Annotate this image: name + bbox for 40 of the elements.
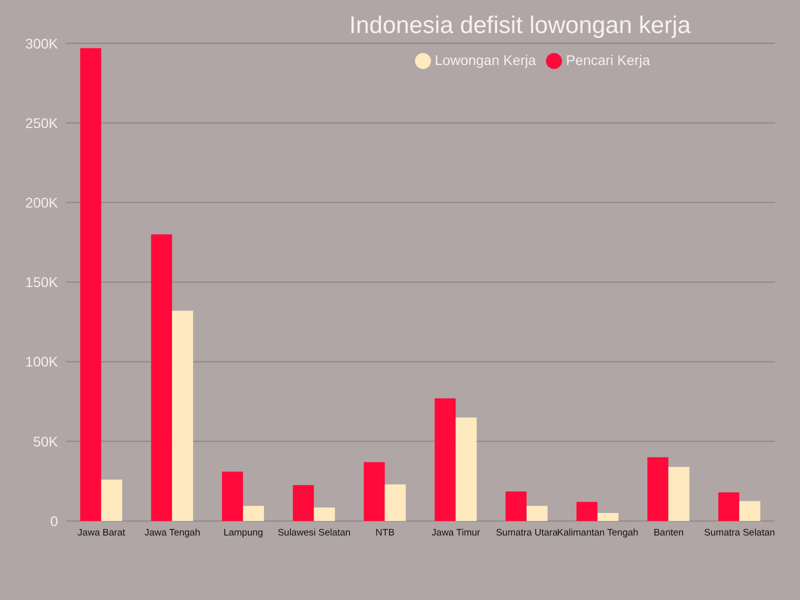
bar bbox=[597, 513, 618, 521]
y-tick-label: 250K bbox=[25, 114, 59, 131]
bar bbox=[172, 310, 194, 521]
x-tick-label: Jawa Tengah bbox=[144, 528, 200, 539]
x-tick-label: Sumatra Utara bbox=[496, 528, 558, 539]
y-tick-label: 150K bbox=[25, 274, 59, 290]
bar bbox=[80, 48, 102, 521]
legend-label: Pencari Kerja bbox=[566, 52, 650, 68]
y-tick-label: 0 bbox=[50, 512, 58, 529]
bar bbox=[718, 492, 740, 521]
bar bbox=[101, 480, 122, 521]
bar bbox=[242, 506, 264, 521]
y-tick-label: 200K bbox=[25, 194, 59, 210]
bar bbox=[668, 466, 690, 521]
x-tick-label: Banten bbox=[654, 528, 684, 539]
bar bbox=[434, 398, 456, 521]
bar bbox=[384, 484, 406, 521]
x-tick-label: Lampung bbox=[223, 528, 264, 539]
chart-title: Indonesia defisit lowongan kerja bbox=[348, 12, 692, 40]
bar bbox=[222, 472, 243, 521]
x-tick-label: Sumatra Selatan bbox=[704, 528, 775, 539]
x-tick-label: Jawa Timur bbox=[432, 528, 480, 539]
bar bbox=[526, 506, 548, 521]
x-tick-label: NTB bbox=[376, 528, 395, 539]
x-tick-label: Jawa Barat bbox=[78, 528, 126, 539]
y-tick-label: 50K bbox=[33, 433, 59, 450]
y-tick-label: 100K bbox=[25, 354, 59, 370]
x-tick-label: Kalimantan Tengah bbox=[557, 528, 638, 539]
bar bbox=[151, 234, 172, 521]
bar bbox=[456, 418, 477, 521]
legend-label: Lowongan Kerja bbox=[434, 52, 536, 68]
x-tick-label: Sulawesi Selatan bbox=[278, 528, 351, 539]
bar bbox=[576, 502, 598, 521]
bar bbox=[364, 462, 385, 521]
bar bbox=[739, 501, 760, 521]
bar bbox=[506, 492, 527, 521]
bar bbox=[314, 507, 335, 521]
bar bbox=[292, 485, 314, 521]
bar bbox=[647, 457, 668, 521]
y-tick-label: 300K bbox=[25, 35, 59, 52]
